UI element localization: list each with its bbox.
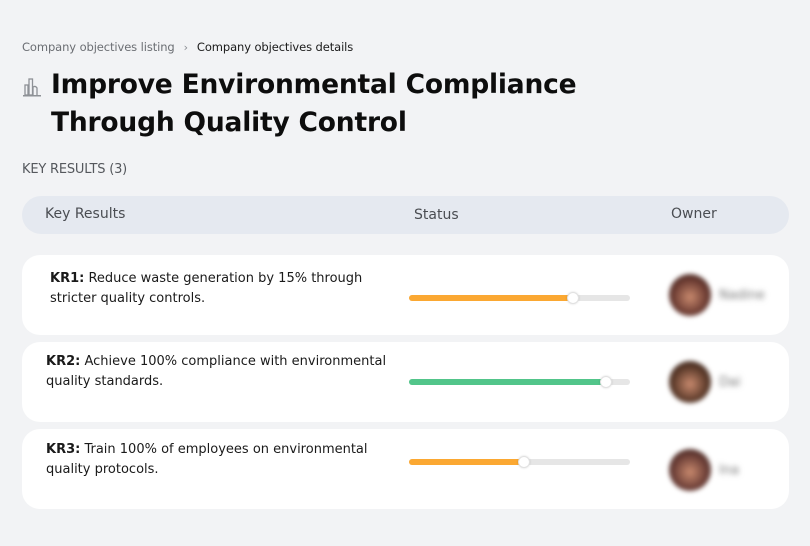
page-title: Improve Environmental Compliance Through… [51,69,577,138]
breadcrumb-link-objectives-listing[interactable]: Company objectives listing [22,40,175,54]
owner-name: Ina [719,462,740,478]
progress-bar[interactable] [409,376,630,388]
progress-handle[interactable] [517,456,530,468]
progress-handle[interactable] [599,376,612,388]
progress-fill [409,379,606,385]
owner-cell[interactable]: Dai [669,361,741,403]
owner-name: Dai [719,374,741,390]
key-result-code: KR3: [46,442,81,457]
owner-cell[interactable]: Nadine [669,274,765,316]
key-result-description: KR2: Achieve 100% compliance with enviro… [46,352,396,392]
progress-handle[interactable] [566,292,579,304]
column-header-owner: Owner [671,206,717,222]
avatar [669,449,711,491]
progress-fill [409,295,573,301]
key-result-text: Train 100% of employees on environmental… [46,442,368,477]
avatar [669,274,711,316]
key-result-row-3[interactable]: KR3: Train 100% of employees on environm… [22,429,789,509]
table-header: Key Results Status Owner [22,196,789,234]
progress-fill [409,459,524,465]
key-result-description: KR3: Train 100% of employees on environm… [46,440,386,480]
building-chart-icon [22,76,42,98]
breadcrumb-current-page: Company objectives details [196,40,354,54]
owner-name: Nadine [719,287,765,303]
column-header-key-results: Key Results [45,206,126,222]
key-result-row-1[interactable]: KR1: Reduce waste generation by 15% thro… [22,255,789,335]
breadcrumb: Company objectives listing › Company obj… [22,40,353,54]
key-result-code: KR2: [46,354,81,369]
breadcrumb-separator-icon: › [183,40,188,54]
objective-header: Improve Environmental Compliance Through… [22,66,671,142]
progress-bar[interactable] [409,292,630,304]
progress-bar[interactable] [409,456,630,468]
key-result-description: KR1: Reduce waste generation by 15% thro… [50,269,390,309]
key-result-row-2[interactable]: KR2: Achieve 100% compliance with enviro… [22,342,789,422]
key-results-count-label: KEY RESULTS (3) [22,162,128,177]
key-result-text: Reduce waste generation by 15% through s… [50,271,363,306]
avatar [669,361,711,403]
key-result-code: KR1: [50,271,85,286]
owner-cell[interactable]: Ina [669,449,739,491]
key-result-text: Achieve 100% compliance with environment… [46,354,387,389]
column-header-status: Status [414,207,459,223]
